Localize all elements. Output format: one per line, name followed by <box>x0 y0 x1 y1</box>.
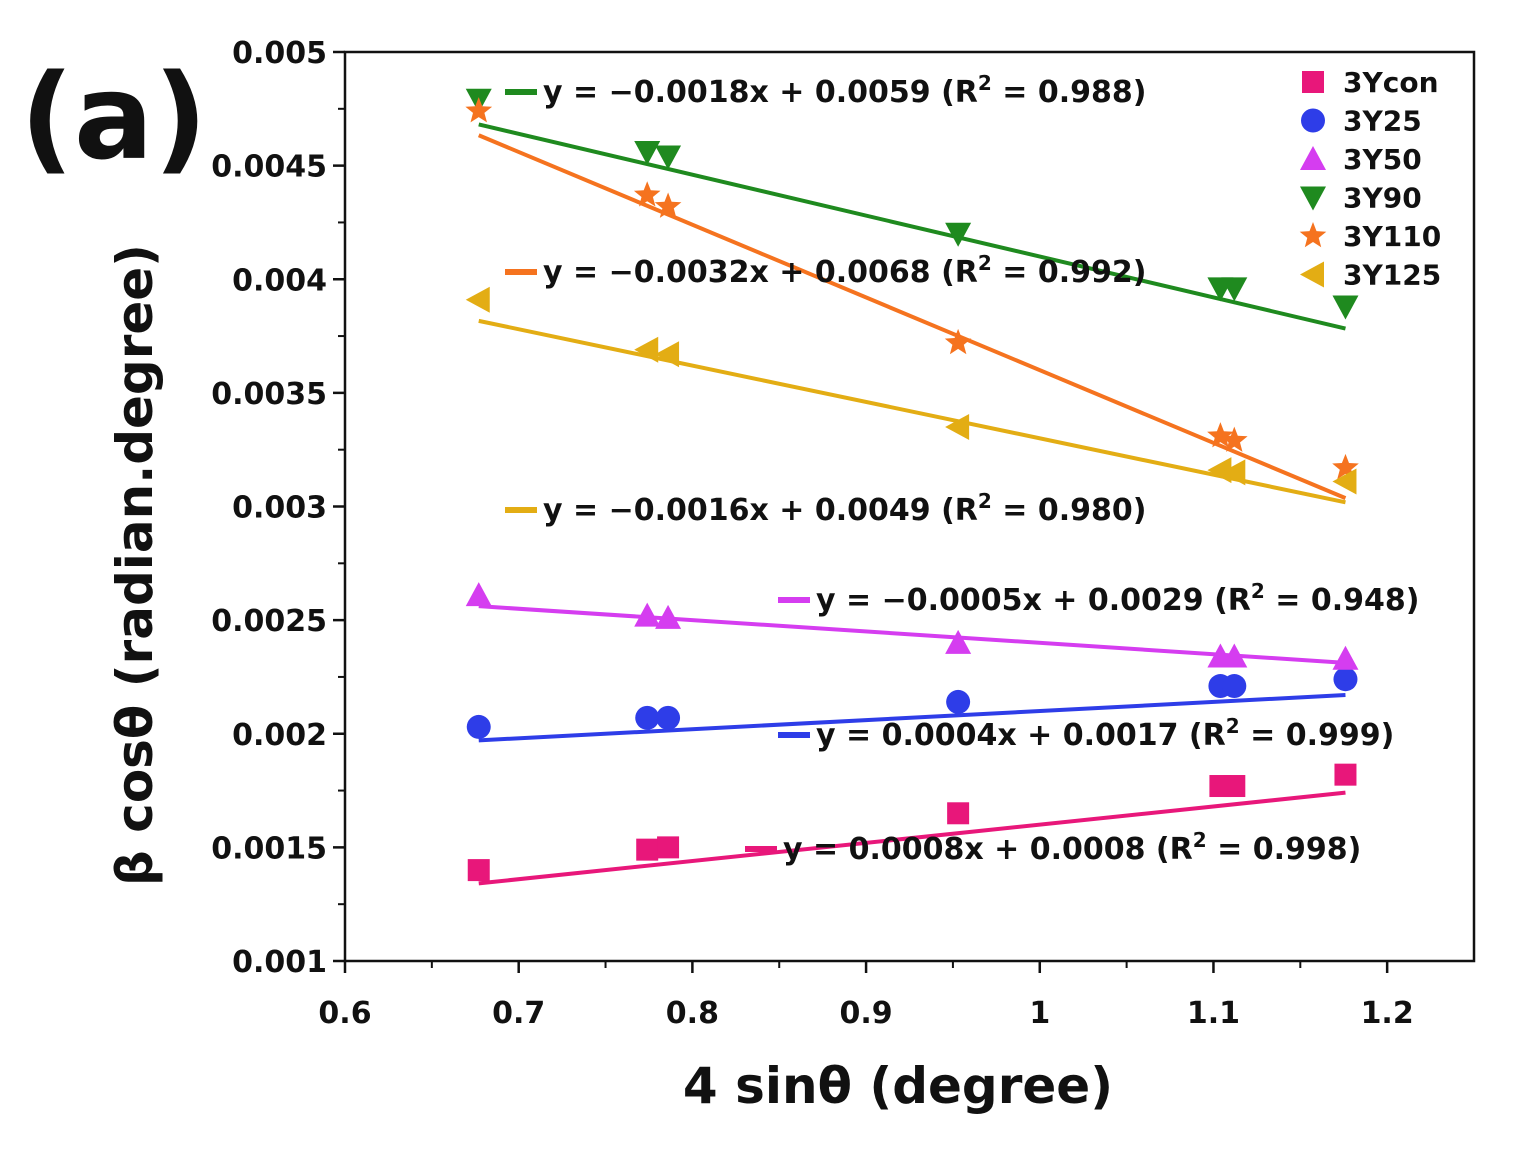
point-3Y110 <box>1207 422 1234 448</box>
x-tick-label: 0.8 <box>666 996 719 1031</box>
x-tick-label: 1.1 <box>1187 996 1240 1031</box>
x-tick-label: 1.2 <box>1361 996 1414 1031</box>
equation-3Y50: y = −0.0005x + 0.0029 (R2 = 0.948) <box>816 579 1419 618</box>
legend-label-3Y25: 3Y25 <box>1343 105 1422 138</box>
point-3Y110 <box>465 97 493 123</box>
equation-3Y125: y = −0.0016x + 0.0049 (R2 = 0.980) <box>543 489 1146 528</box>
point-3Y90 <box>1221 277 1248 302</box>
panel-label: (a) <box>20 48 208 186</box>
fit-line-3Y125 <box>478 318 1346 505</box>
point-3Y50 <box>634 602 661 627</box>
point-3Y50 <box>1221 643 1248 668</box>
fit-line-3Y25 <box>478 693 1346 743</box>
point-3Y110 <box>633 181 661 207</box>
y-axis-title: β cosθ (radian.degree) <box>106 244 164 886</box>
data-markers <box>465 88 1359 882</box>
y-tick-label: 0.004 <box>232 263 327 298</box>
point-3Y25 <box>1222 674 1247 699</box>
fit-line-3Ycon <box>478 790 1346 886</box>
point-3Y25 <box>1333 667 1358 692</box>
axes: 0.6 0.7 0.8 0.9 1 1.1 1.2 0.001 0.0015 0.002 0.002… <box>211 36 1476 1031</box>
y-tick-label: 0.0025 <box>211 604 327 639</box>
legend-marker-3Y50 <box>1300 146 1326 170</box>
legend-marker-3Y90 <box>1300 186 1326 211</box>
point-3Ycon <box>636 838 659 861</box>
x-tick-label: 0.7 <box>492 996 545 1031</box>
fit-equations: y = 0.0008x + 0.0008 (R2 = 0.998) y = 0.0… <box>505 71 1419 867</box>
x-tick-label: 1 <box>1029 996 1050 1031</box>
x-axis-title: 4 sinθ (degree) <box>683 1057 1113 1115</box>
y-tick-label: 0.0045 <box>211 150 327 185</box>
point-3Y90 <box>945 222 972 247</box>
x-tick-label: 0.9 <box>839 996 892 1031</box>
point-3Y125 <box>945 413 970 440</box>
point-3Ycon <box>947 802 970 825</box>
point-3Y125 <box>1332 468 1357 495</box>
fit-line-3Y110 <box>477 133 1347 500</box>
point-3Y50 <box>1332 645 1359 670</box>
y-tick-label: 0.003 <box>232 491 327 526</box>
legend-marker-3Y110 <box>1299 222 1327 248</box>
fit-line-3Y50 <box>478 604 1346 665</box>
legend-label-3Y125: 3Y125 <box>1343 259 1441 292</box>
point-3Y125 <box>465 286 490 313</box>
point-3Y90 <box>634 140 661 165</box>
equation-3Y25: y = 0.0004x + 0.0017 (R2 = 0.999) <box>816 714 1394 753</box>
y-tick-label: 0.002 <box>232 718 327 753</box>
y-tick-label: 0.0035 <box>211 377 327 412</box>
legend: 3Ycon 3Y25 3Y50 3Y90 3Y110 3Y125 <box>1299 66 1441 292</box>
fit-lines <box>477 122 1347 886</box>
legend-marker-3Y25 <box>1301 108 1325 133</box>
point-3Y25 <box>946 689 971 714</box>
point-3Y125 <box>1207 457 1232 484</box>
legend-marker-3Ycon <box>1302 71 1324 93</box>
point-3Y110 <box>1332 453 1359 480</box>
legend-label-3Ycon: 3Ycon <box>1343 66 1439 99</box>
point-3Y90 <box>655 145 682 170</box>
legend-marker-3Y125 <box>1300 261 1324 288</box>
equation-3Y90: y = −0.0018x + 0.0059 (R2 = 0.988) <box>543 71 1146 110</box>
equation-3Ycon: y = 0.0008x + 0.0008 (R2 = 0.998) <box>783 828 1361 867</box>
fit-line-3Y90 <box>478 122 1346 331</box>
point-3Y110 <box>1221 426 1248 452</box>
point-3Y50 <box>655 604 682 629</box>
point-3Y90 <box>1332 295 1359 320</box>
legend-label-3Y50: 3Y50 <box>1343 143 1422 176</box>
point-3Y110 <box>654 192 682 218</box>
point-3Y25 <box>656 705 681 730</box>
point-3Ycon <box>657 836 680 859</box>
point-3Y110 <box>944 328 972 355</box>
point-3Y50 <box>465 582 492 607</box>
point-3Y50 <box>945 629 972 654</box>
equation-3Y110: y = −0.0032x + 0.0068 (R2 = 0.992) <box>543 251 1146 290</box>
point-3Y125 <box>634 336 659 363</box>
legend-label-3Y90: 3Y90 <box>1343 182 1422 215</box>
point-3Ycon <box>1223 775 1246 798</box>
point-3Y125 <box>655 341 680 368</box>
legend-label-3Y110: 3Y110 <box>1343 220 1441 253</box>
point-3Y25 <box>466 714 491 739</box>
point-3Ycon <box>467 859 490 882</box>
point-3Y125 <box>1221 459 1246 486</box>
y-tick-label: 0.001 <box>232 945 327 980</box>
point-3Ycon <box>1334 763 1357 786</box>
y-tick-label: 0.0015 <box>211 831 327 866</box>
x-tick-label: 0.6 <box>318 996 371 1031</box>
point-3Y25 <box>635 705 660 730</box>
y-tick-label: 0.005 <box>232 36 327 71</box>
